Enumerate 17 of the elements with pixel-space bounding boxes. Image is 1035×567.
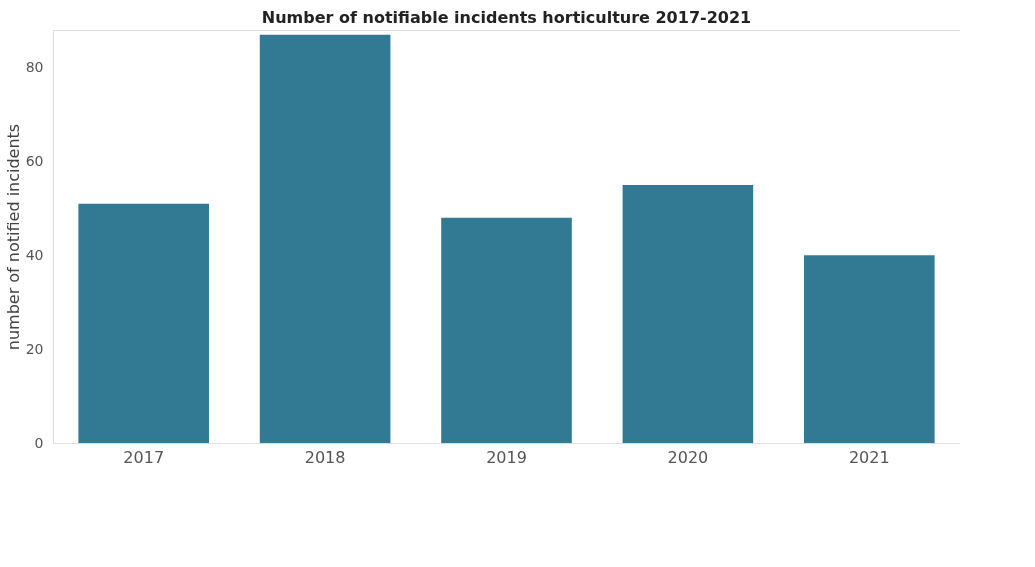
x-tick-label: 2018 (304, 447, 346, 467)
y-axis-title: number of notified incidents (3, 123, 23, 351)
y-tick-label: 60 (25, 152, 44, 169)
bar (441, 217, 572, 443)
y-tick-label: 20 (25, 340, 44, 357)
y-tick-label: 80 (25, 59, 44, 76)
bar (622, 184, 754, 443)
y-tick-label: 40 (25, 246, 44, 263)
y-tick-label: 0 (34, 434, 44, 451)
x-tick-label: 2021 (848, 447, 890, 467)
bar (78, 203, 209, 443)
x-tick-label: 2020 (667, 447, 709, 467)
chart-title: Number of notifiable incidents horticulture 2017-2021 (261, 8, 752, 27)
bar (804, 255, 935, 443)
x-tick-label: 2017 (123, 447, 165, 467)
bar (259, 34, 391, 443)
x-tick-label: 2019 (486, 447, 527, 467)
